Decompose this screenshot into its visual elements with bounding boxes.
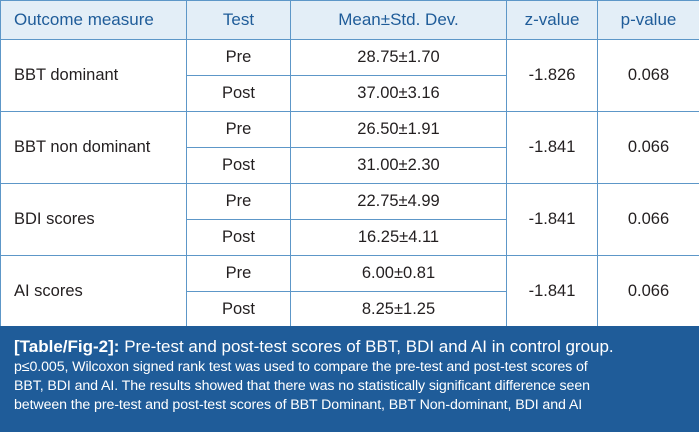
caption-line: BBT, BDI and AI. The results showed that…: [14, 378, 590, 394]
header-outcome-measure: Outcome measure: [0, 0, 187, 40]
mean-sd-cell: 37.00±3.16: [290, 75, 507, 112]
z-value-cell: -1.826: [506, 39, 598, 112]
outcome-measure-cell: BBT dominant: [0, 39, 187, 112]
caption-title: Pre-test and post-test scores of BBT, BD…: [124, 337, 614, 356]
table-row: BBT dominant Pre 28.75±1.70 -1.826 0.068: [0, 39, 699, 112]
test-cell: Pre: [186, 183, 291, 220]
outcome-measure-cell: BDI scores: [0, 183, 187, 256]
table-row: Post 31.00±2.30: [1, 147, 699, 184]
z-value-cell: -1.841: [506, 111, 598, 184]
p-value-cell: 0.066: [597, 183, 699, 256]
header-test: Test: [186, 0, 291, 40]
mean-sd-cell: 16.25±4.11: [290, 219, 507, 256]
p-value-cell: 0.068: [597, 39, 699, 112]
test-cell: Post: [186, 291, 291, 328]
mean-sd-cell: 6.00±0.81: [290, 255, 507, 292]
p-value-cell: 0.066: [597, 111, 699, 184]
test-cell: Pre: [186, 111, 291, 148]
table-header-row: Outcome measure Test Mean±Std. Dev. z-va…: [0, 0, 699, 40]
table-row: Post 8.25±1.25: [1, 291, 699, 328]
table-row: Post 16.25±4.11: [1, 219, 699, 256]
results-table: Outcome measure Test Mean±Std. Dev. z-va…: [0, 0, 699, 328]
header-mean-sd: Mean±Std. Dev.: [290, 0, 507, 40]
caption-line: between the pre-test and post-test score…: [14, 397, 583, 413]
test-cell: Post: [186, 147, 291, 184]
test-cell: Post: [186, 219, 291, 256]
test-cell: Pre: [186, 39, 291, 76]
header-z-value: z-value: [506, 0, 598, 40]
test-cell: Pre: [186, 255, 291, 292]
mean-sd-cell: 8.25±1.25: [290, 291, 507, 328]
p-value-cell: 0.066: [597, 255, 699, 328]
table-row: BBT non dominant Pre 26.50±1.91 -1.841 0…: [0, 111, 699, 184]
mean-sd-cell: 26.50±1.91: [290, 111, 507, 148]
z-value-cell: -1.841: [506, 183, 598, 256]
mean-sd-cell: 31.00±2.30: [290, 147, 507, 184]
caption-body: p≤0.005, Wilcoxon signed rank test was u…: [14, 358, 685, 415]
z-value-cell: -1.841: [506, 255, 598, 328]
table-row: AI scores Pre 6.00±0.81 -1.841 0.066: [0, 255, 699, 328]
table-row: Post 37.00±3.16: [1, 75, 699, 112]
outcome-measure-cell: BBT non dominant: [0, 111, 187, 184]
test-cell: Post: [186, 75, 291, 112]
header-p-value: p-value: [597, 0, 699, 40]
mean-sd-cell: 28.75±1.70: [290, 39, 507, 76]
outcome-measure-cell: AI scores: [0, 255, 187, 328]
figure-caption: [Table/Fig-2]: Pre-test and post-test sc…: [0, 326, 699, 432]
caption-title-line: [Table/Fig-2]: Pre-test and post-test sc…: [14, 335, 685, 358]
caption-label: [Table/Fig-2]:: [14, 337, 120, 356]
mean-sd-cell: 22.75±4.99: [290, 183, 507, 220]
caption-line: p≤0.005, Wilcoxon signed rank test was u…: [14, 359, 588, 375]
table-row: BDI scores Pre 22.75±4.99 -1.841 0.066: [0, 183, 699, 256]
